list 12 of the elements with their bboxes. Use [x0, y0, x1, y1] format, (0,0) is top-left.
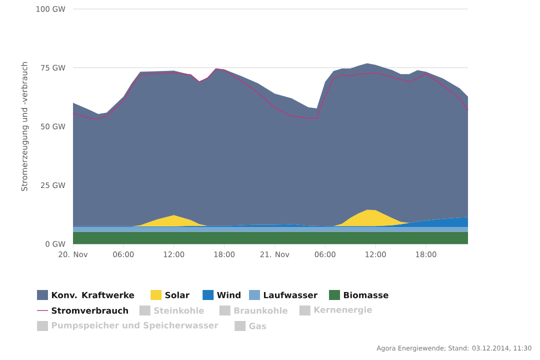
legend-label: Pumpspeicher und Speicherwasser: [52, 322, 218, 330]
legend-label: Kernenergie: [314, 306, 372, 315]
legend-label: Gas: [249, 322, 266, 330]
legend-label: Stromverbrauch: [52, 307, 128, 314]
legend-label: Wind: [217, 292, 240, 298]
legend-label: Steinkohle: [154, 307, 204, 314]
legend-label: Braunkohle: [234, 307, 288, 314]
legend-label: Biomasse: [344, 292, 388, 298]
legend-label: Konv. Kraftwerke: [52, 292, 134, 298]
legend-label: Laufwasser: [264, 292, 318, 298]
line-series: [72, 68, 469, 120]
legend-label: Solar: [165, 292, 190, 298]
